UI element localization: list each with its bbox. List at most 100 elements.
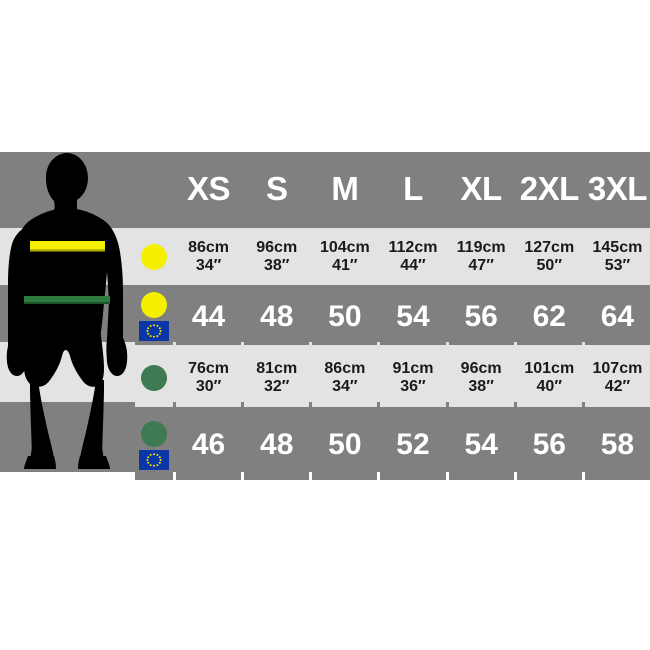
table-cell: 44 [176, 288, 242, 345]
table-cell: 48 [244, 288, 310, 345]
table-cell: 62 [516, 288, 582, 345]
column-header-3xl: 3XL [584, 152, 650, 225]
measure-cm: 112cm [388, 238, 438, 256]
table-cell: 127cm 50″ [516, 228, 582, 285]
size-table: XS S M L XL 2XL 3XL 86cm 34″ 96cm 38″ [135, 152, 650, 480]
eu-size-value: 50 [328, 299, 362, 333]
eu-size-value: 50 [328, 428, 362, 461]
column-header-s: S [244, 152, 310, 225]
measure-cm: 119cm [456, 238, 506, 256]
eu-flag-icon [139, 449, 169, 470]
table-cell: 119cm 47″ [448, 228, 514, 285]
body-silhouette [0, 152, 135, 472]
measure-inch: 34″ [332, 377, 358, 395]
row-icon-waist [135, 348, 173, 407]
column-header-l: L [380, 152, 446, 225]
green-dot-icon [141, 364, 167, 391]
header-icon-cell [135, 152, 173, 225]
column-header-label: 2XL [519, 170, 580, 207]
column-header-label: S [265, 170, 288, 207]
measure-cm: 76cm [188, 359, 230, 377]
measure-cm: 96cm [256, 238, 298, 256]
eu-size-value: 48 [260, 428, 294, 461]
eu-size-value: 62 [532, 299, 566, 333]
measure-inch: 53″ [604, 256, 631, 274]
measure-cm: 127cm [524, 238, 575, 256]
eu-size-value: 46 [191, 428, 226, 461]
measure-inch: 30″ [195, 377, 222, 395]
green-dot-icon [141, 420, 167, 447]
table-cell: 56 [448, 288, 514, 345]
measure-inch: 47″ [468, 256, 494, 274]
measure-cm: 145cm [592, 238, 643, 256]
measure-cm: 96cm [460, 359, 502, 377]
measure-cm: 91cm [392, 359, 434, 377]
table-cell: 107cm 42″ [584, 348, 650, 407]
measure-inch: 40″ [536, 377, 562, 395]
measure-inch: 41″ [332, 256, 358, 274]
measure-cm: 104cm [319, 238, 370, 256]
table-cell: 86cm 34″ [176, 228, 242, 285]
eu-size-value: 54 [464, 428, 498, 461]
column-header-label: XL [460, 170, 503, 207]
table-cell: 46 [176, 410, 242, 480]
measure-inch: 34″ [195, 256, 222, 274]
measure-cm: 107cm [592, 359, 643, 377]
table-cell: 64 [584, 288, 650, 345]
table-cell: 56 [516, 410, 582, 480]
table-cell: 112cm 44″ [380, 228, 446, 285]
table-cell: 50 [312, 410, 378, 480]
eu-size-value: 44 [191, 299, 226, 333]
row-icon-waist-eu [135, 410, 173, 480]
table-cell: 86cm 34″ [312, 348, 378, 407]
yellow-dot-icon [141, 292, 167, 318]
measure-cm: 86cm [188, 238, 230, 256]
table-cell: 96cm 38″ [244, 228, 310, 285]
table-cell: 96cm 38″ [448, 348, 514, 407]
eu-size-value: 64 [600, 299, 635, 333]
column-header-m: M [312, 152, 378, 225]
table-cell: 101cm 40″ [516, 348, 582, 407]
chest-band-group [30, 241, 105, 252]
measure-inch: 50″ [536, 256, 562, 274]
table-cell: 54 [380, 288, 446, 345]
column-header-label: 3XL [587, 170, 648, 207]
measure-inch: 38″ [263, 256, 290, 274]
row-icon-chest-eu [135, 288, 173, 345]
eu-size-value: 54 [396, 299, 430, 333]
table-cell: 145cm 53″ [584, 228, 650, 285]
column-header-label: L [403, 170, 423, 207]
measure-cm: 86cm [324, 359, 366, 377]
column-header-label: M [331, 170, 359, 207]
table-cell: 91cm 36″ [380, 348, 446, 407]
eu-size-value: 58 [600, 428, 635, 461]
row-icon-chest [135, 228, 173, 285]
measure-cm: 81cm [256, 359, 298, 377]
measure-inch: 44″ [400, 256, 426, 274]
column-header-xl: XL [448, 152, 514, 225]
table-cell: 58 [584, 410, 650, 480]
measure-inch: 32″ [263, 377, 290, 395]
eu-size-value: 56 [532, 428, 566, 461]
waist-band-group [24, 296, 110, 304]
column-header-label: XS [187, 170, 231, 207]
measure-inch: 42″ [604, 377, 631, 395]
table-cell: 50 [312, 288, 378, 345]
eu-size-value: 48 [260, 299, 294, 333]
column-header-2xl: 2XL [516, 152, 582, 225]
yellow-dot-icon [141, 243, 167, 270]
measure-inch: 36″ [400, 377, 426, 395]
measure-cm: 101cm [524, 359, 575, 377]
column-header-xs: XS [176, 152, 242, 225]
eu-size-value: 52 [396, 428, 430, 461]
eu-size-value: 56 [464, 299, 498, 333]
table-cell: 104cm 41″ [312, 228, 378, 285]
table-cell: 54 [448, 410, 514, 480]
eu-flag-icon [139, 321, 169, 341]
measure-inch: 38″ [468, 377, 494, 395]
table-cell: 76cm 30″ [176, 348, 242, 407]
table-cell: 48 [244, 410, 310, 480]
table-cell: 52 [380, 410, 446, 480]
table-cell: 81cm 32″ [244, 348, 310, 407]
